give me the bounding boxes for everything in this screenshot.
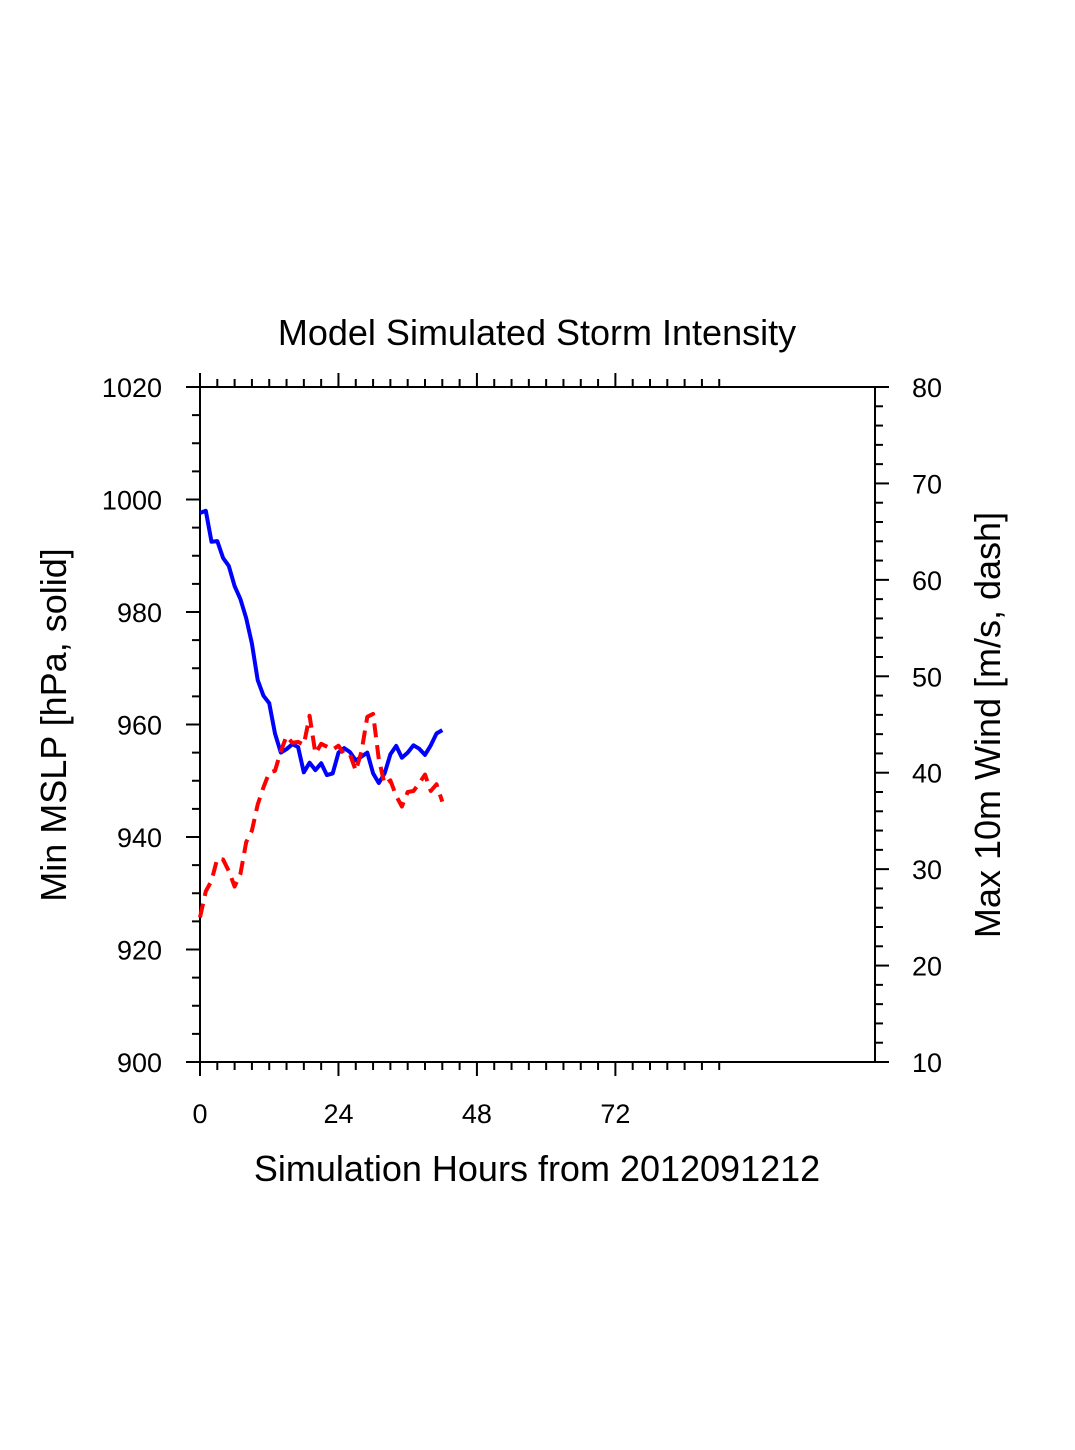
right-tick-label: 80: [912, 373, 942, 403]
left-tick-label: 940: [117, 823, 162, 853]
chart-title: Model Simulated Storm Intensity: [278, 312, 796, 353]
left-tick-label: 900: [117, 1048, 162, 1078]
left-tick-label: 920: [117, 936, 162, 966]
x-axis-label: Simulation Hours from 2012091212: [254, 1148, 820, 1189]
right-tick-label: 40: [912, 759, 942, 789]
series-layer: [198, 508, 445, 918]
left-tick-label: 1000: [102, 486, 162, 516]
right-tick-label: 50: [912, 662, 942, 692]
right-axis-ticks: 10 20 30 40 50 60 70 80: [875, 373, 942, 1078]
x-axis-ticks: 0 24 48 72: [192, 373, 721, 1129]
x-tick-label: 72: [600, 1099, 630, 1129]
left-tick-label: 960: [117, 711, 162, 741]
pressure-series-line: [199, 508, 444, 785]
right-tick-label: 10: [912, 1048, 942, 1078]
right-tick-label: 70: [912, 469, 942, 499]
x-tick-label: 24: [323, 1099, 353, 1129]
right-tick-label: 30: [912, 855, 942, 885]
left-axis-label: Min MSLP [hPa, solid]: [33, 548, 74, 902]
x-tick-label: 48: [462, 1099, 492, 1129]
right-tick-label: 60: [912, 566, 942, 596]
x-tick-label: 0: [192, 1099, 207, 1129]
left-tick-label: 980: [117, 598, 162, 628]
right-tick-label: 20: [912, 952, 942, 982]
left-tick-label: 1020: [102, 373, 162, 403]
right-axis-label: Max 10m Wind [m/s, dash]: [967, 512, 1008, 938]
plot-frame: [199, 386, 876, 1063]
left-axis-ticks: 900 920 940 960 980 1000 1020: [102, 373, 200, 1078]
wind-series-line: [198, 711, 445, 918]
